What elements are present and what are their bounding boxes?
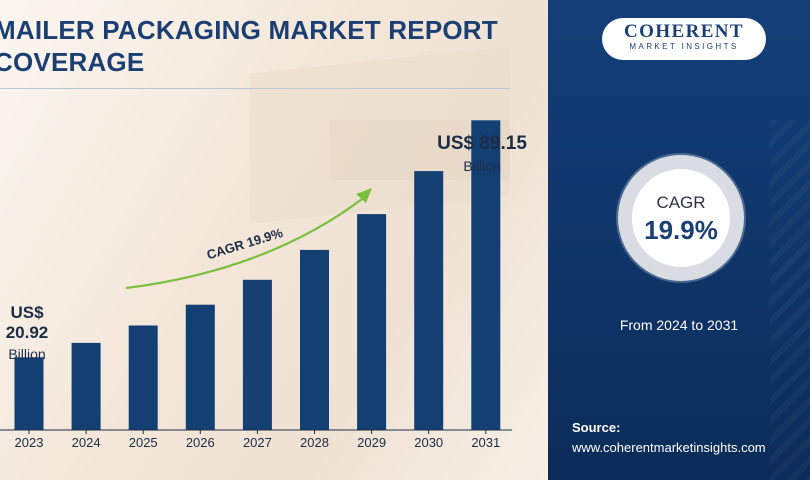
x-tick-label-2023: 2023 bbox=[15, 435, 44, 450]
x-tick-label-2031: 2031 bbox=[471, 435, 500, 450]
cagr-label: CAGR bbox=[656, 193, 706, 212]
bar-2030 bbox=[414, 171, 444, 430]
end-value: US$ 89.15 bbox=[437, 133, 527, 154]
end-value-callout: US$ 89.15 Billion bbox=[422, 133, 542, 174]
cagr-value: 19.9% bbox=[644, 215, 718, 245]
source-link[interactable]: www.coherentmarketinsights.com bbox=[572, 440, 766, 455]
cagr-badge-inner: CAGR 19.9% bbox=[632, 169, 730, 267]
start-unit: Billion bbox=[8, 346, 46, 362]
x-tick-label-2030: 2030 bbox=[414, 435, 443, 450]
x-tick-label-2026: 2026 bbox=[186, 435, 215, 450]
chart-panel: MAILER PACKAGING MARKET REPORT COVERAGE … bbox=[0, 0, 548, 480]
x-tick-label-2029: 2029 bbox=[357, 435, 386, 450]
bar-2024 bbox=[71, 342, 101, 430]
bar-2029 bbox=[357, 214, 387, 430]
bar-2031 bbox=[471, 120, 501, 431]
brand-logo[interactable]: COHERENT MARKET INSIGHTS bbox=[602, 18, 766, 60]
trend-arrowhead bbox=[356, 188, 372, 203]
bar-2027 bbox=[242, 279, 272, 430]
bar-2026 bbox=[185, 304, 215, 430]
end-unit: Billion bbox=[463, 158, 501, 174]
x-tick-label-2024: 2024 bbox=[72, 435, 101, 450]
trend-arrow bbox=[125, 195, 367, 290]
start-value-callout: US$ 20.92 Billion bbox=[0, 303, 62, 362]
cagr-period: From 2024 to 2031 bbox=[619, 317, 739, 333]
title-divider bbox=[0, 88, 510, 89]
brand-name: COHERENT bbox=[624, 21, 744, 42]
bar-2028 bbox=[300, 249, 329, 430]
source-label: Source: bbox=[572, 420, 621, 435]
x-tick-label-2027: 2027 bbox=[243, 435, 272, 450]
bar-2025 bbox=[128, 325, 158, 430]
start-value: US$ 20.92 bbox=[5, 303, 49, 342]
cagr-badge: CAGR 19.9% bbox=[618, 155, 744, 281]
x-tick-label-2025: 2025 bbox=[129, 435, 158, 450]
bar-chart: 2023 2024 2025 2026 2027 2028 2029 2030 2031 CAG… bbox=[0, 120, 512, 450]
trend-label: CAGR 19.9% bbox=[205, 225, 285, 262]
panel-pattern bbox=[770, 120, 810, 480]
brand-tagline: MARKET INSIGHTS bbox=[629, 42, 739, 51]
summary-panel: COHERENT MARKET INSIGHTS CAGR 19.9% From… bbox=[548, 0, 810, 480]
bar-2023 bbox=[14, 357, 44, 430]
x-tick-label-2028: 2028 bbox=[300, 435, 329, 450]
page-title: MAILER PACKAGING MARKET REPORT COVERAGE bbox=[0, 15, 498, 77]
